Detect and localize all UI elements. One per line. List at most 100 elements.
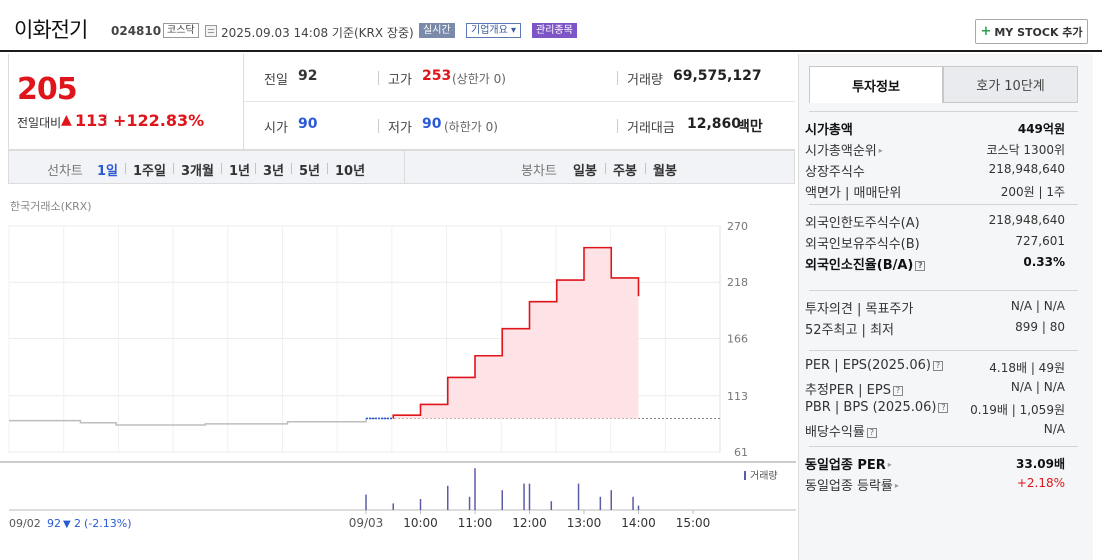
tab-orderbook[interactable]: 호가 10단계: [943, 66, 1078, 103]
quote-datetime: 2025.09.03 14:08 기준(KRX 장중): [221, 26, 414, 40]
open-value: 90: [298, 116, 318, 132]
tab-1week[interactable]: 1주일: [133, 164, 166, 179]
x-tick-label: 11:00: [458, 516, 493, 530]
chevron-right-icon[interactable]: ▸: [887, 460, 892, 469]
info-value: 4.18배 | 49원: [989, 361, 1065, 375]
chevron-right-icon[interactable]: ▸: [894, 481, 899, 490]
info-label: 52주최고 | 최저: [805, 323, 894, 338]
divider: [173, 163, 174, 174]
info-row: PBR | BPS (2025.06)? 0.19배 | 1,059원: [805, 398, 1065, 418]
info-row: 52주최고 | 최저 899 | 80: [805, 317, 1065, 338]
info-row: 배당수익률? N/A: [805, 419, 1065, 440]
down-arrow-icon: ▼: [63, 519, 71, 530]
info-row: 시가총액순위 ▸ 코스닥 1300위: [805, 138, 1065, 159]
help-icon[interactable]: ?: [866, 428, 877, 438]
tab-1year[interactable]: 1년: [229, 164, 251, 179]
low-value: 90: [422, 116, 442, 132]
prev-day-change: 2: [74, 517, 81, 530]
info-section: [809, 290, 1078, 291]
upper-limit-count: (상한가 0): [452, 72, 506, 86]
add-my-stock-button[interactable]: + MY STOCK 추가: [975, 19, 1088, 44]
volume-label: 거래량: [627, 73, 663, 88]
info-section: [809, 204, 1078, 205]
realtime-button[interactable]: 실시간: [419, 23, 455, 38]
info-value: 899 | 80: [1015, 320, 1065, 334]
exchange-label: 한국거래소(KRX): [10, 200, 92, 213]
lower-limit-count: (하한가 0): [444, 120, 498, 134]
info-value: 코스닥 1300위: [986, 143, 1065, 157]
tab-monthly-candle[interactable]: 월봉: [653, 164, 677, 179]
x-tick-label: 09/03: [349, 516, 384, 530]
amount-value: 12,860: [687, 116, 742, 132]
prev-close-value: 92: [298, 68, 318, 84]
info-value: 33.09배: [1016, 457, 1065, 471]
info-label: 시가총액: [805, 123, 853, 138]
divider: [378, 71, 379, 85]
high-value: 253: [422, 68, 452, 84]
tab-1day[interactable]: 1일: [97, 164, 119, 179]
up-arrow-icon: ▲: [61, 112, 72, 128]
low-label: 저가: [388, 121, 412, 136]
document-icon[interactable]: [205, 25, 217, 37]
prev-day-change-pct: (-2.13%): [84, 517, 132, 530]
help-icon[interactable]: ?: [892, 386, 903, 396]
divider: [125, 163, 126, 174]
quote-info-grid: 전일 92 고가 253 (상한가 0) 거래량 69,575,127 시가 9…: [244, 54, 795, 150]
y-tick-label: 166: [727, 332, 748, 345]
stock-code: 024810: [111, 24, 162, 38]
divider: [404, 151, 405, 183]
info-label: 추정PER | EPS?: [805, 379, 903, 398]
stock-header: 이화전기 024810 코스닥 2025.09.03 14:08 기준(KRX …: [0, 0, 1102, 52]
divider: [291, 163, 292, 174]
tab-3year[interactable]: 3년: [263, 164, 285, 179]
info-label: 액면가 | 매매단위: [805, 186, 902, 201]
help-icon[interactable]: ?: [938, 403, 949, 413]
tab-5year[interactable]: 5년: [299, 164, 321, 179]
x-tick-label: 13:00: [567, 516, 602, 530]
info-value: 218,948,640: [988, 213, 1065, 227]
tab-3month[interactable]: 3개월: [181, 164, 214, 179]
info-row: 투자의견 | 목표주가 N/A | N/A: [805, 296, 1065, 317]
prev-close-label: 전일: [264, 73, 288, 88]
price-summary: 205 전일대비 ▲ 113 +122.83%: [8, 54, 244, 150]
info-value: N/A | N/A: [1010, 299, 1065, 313]
info-section: [809, 111, 1078, 112]
company-overview-dropdown[interactable]: 기업개요 ▾: [466, 23, 521, 38]
add-my-stock-label: MY STOCK 추가: [994, 25, 1083, 39]
info-value: 200원 | 1주: [1000, 185, 1065, 199]
candle-chart-label: 봉차트: [521, 164, 557, 179]
info-section: [809, 350, 1078, 351]
info-label: 외국인소진율(B/A)?: [805, 254, 926, 273]
info-value: N/A: [1043, 422, 1065, 436]
info-row: 외국인한도주식수(A) 218,948,640: [805, 210, 1065, 231]
change-percent: +122.83%: [113, 111, 205, 130]
y-tick-label: 113: [727, 390, 748, 403]
info-value: 449억원: [1017, 122, 1065, 136]
quote-row: 전일 92 고가 253 (상한가 0) 거래량 69,575,127: [244, 54, 795, 102]
prev-day-date: 09/02: [9, 517, 41, 530]
managed-stock-badge[interactable]: 관리종목: [532, 23, 577, 38]
x-tick-label: 12:00: [512, 516, 547, 530]
info-label: 상장주식수: [805, 165, 865, 180]
line-chart-label: 선차트: [47, 164, 83, 179]
info-label: 투자의견 | 목표주가: [805, 302, 914, 317]
info-row: 추정PER | EPS? N/A | N/A: [805, 377, 1065, 398]
info-label: 동일업종 PER ▸: [805, 458, 892, 473]
tab-weekly-candle[interactable]: 주봉: [613, 164, 637, 179]
chevron-right-icon[interactable]: ▸: [878, 146, 883, 155]
info-value: N/A | N/A: [1010, 380, 1065, 394]
info-value: 218,948,640: [988, 162, 1065, 176]
volume-legend-label: 거래량: [750, 470, 778, 482]
tab-daily-candle[interactable]: 일봉: [573, 164, 597, 179]
tab-10year[interactable]: 10년: [335, 164, 366, 179]
info-row: 액면가 | 매매단위 200원 | 1주: [805, 180, 1065, 201]
info-label: 배당수익률?: [805, 421, 877, 440]
quote-row: 시가 90 저가 90 (하한가 0) 거래대금 12,860 백만: [244, 102, 795, 150]
info-label: PER | EPS(2025.06)?: [805, 358, 943, 373]
divider: [605, 163, 606, 174]
change-value: 113: [75, 111, 109, 130]
help-icon[interactable]: ?: [932, 361, 943, 371]
tab-investment-info[interactable]: 투자정보: [809, 66, 943, 103]
help-icon[interactable]: ?: [915, 261, 926, 271]
